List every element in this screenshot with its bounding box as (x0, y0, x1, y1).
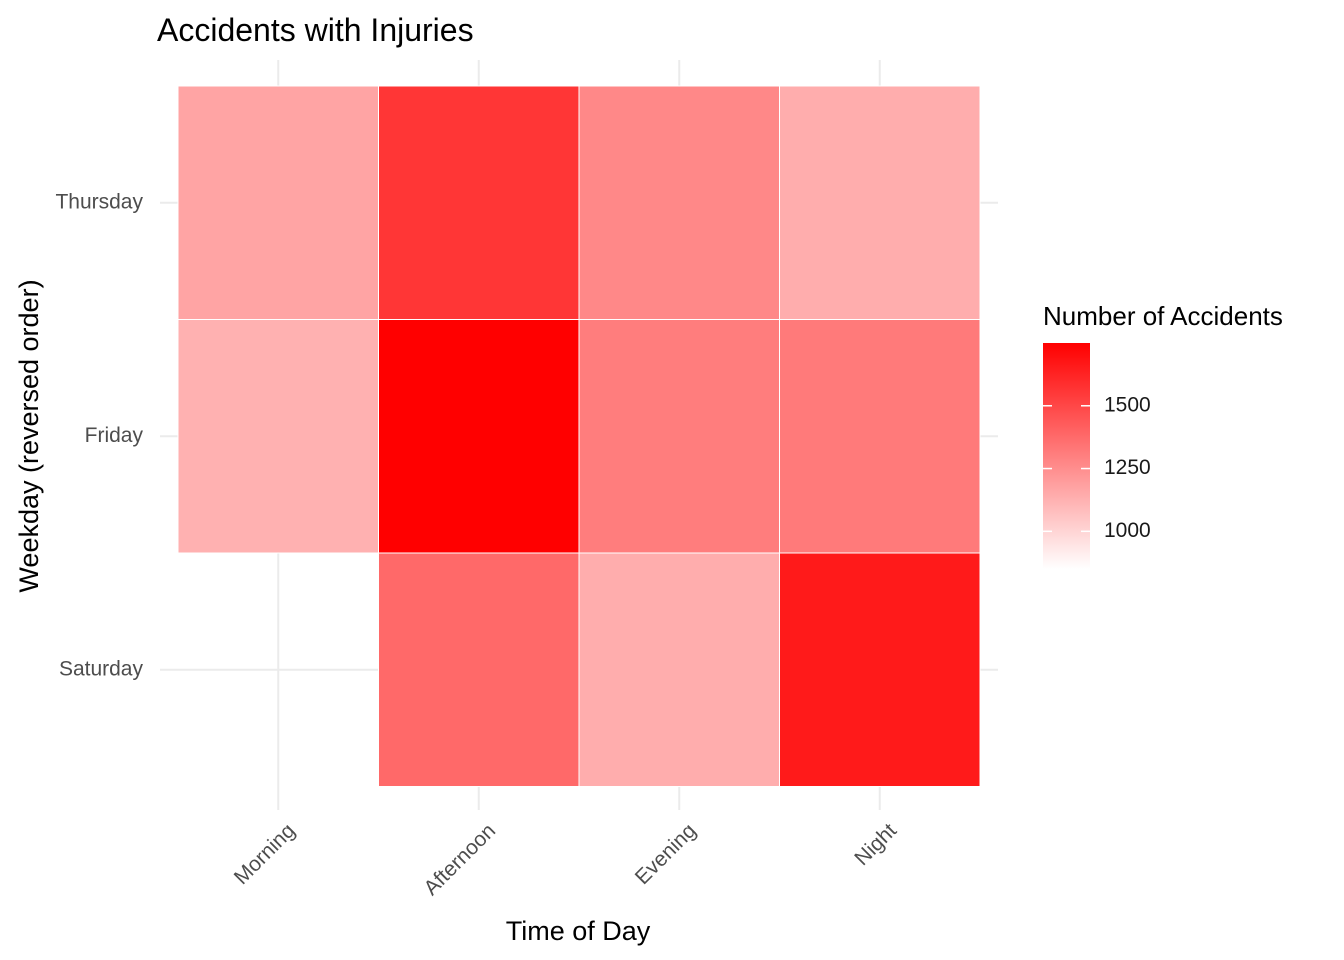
chart-title: Accidents with Injuries (157, 12, 474, 48)
legend-color-bar (1043, 343, 1090, 569)
x-tick-label-morning: Morning (230, 819, 300, 889)
heatmap-cell-night-thursday (779, 85, 981, 320)
legend-tick-label: 1250 (1104, 456, 1151, 479)
y-tick-label-saturday: Saturday (59, 657, 144, 680)
heatmap-cell-afternoon-thursday (378, 85, 580, 320)
x-tick-label-night: Night (850, 819, 901, 870)
legend-ticks: 1000 1250 1500 (1043, 393, 1151, 542)
heatmap-cell-evening-thursday (578, 85, 780, 320)
heatmap-cell-night-saturday (779, 552, 981, 787)
y-tick-label-friday: Friday (85, 424, 144, 447)
heatmap-cell-afternoon-saturday (378, 552, 580, 787)
heatmap-cell-afternoon-friday (378, 319, 580, 554)
legend-tick-label: 1000 (1104, 519, 1151, 542)
y-tick-label-thursday: Thursday (55, 190, 143, 213)
legend-tick-label: 1500 (1104, 393, 1151, 416)
y-tick-labels: Thursday Friday Saturday (55, 190, 143, 680)
legend-title: Number of Accidents (1043, 301, 1283, 331)
x-tick-label-afternoon: Afternoon (420, 819, 501, 900)
y-axis-title: Weekday (reversed order) (14, 279, 44, 592)
heatmap-cell-evening-friday (578, 319, 780, 554)
x-axis-title: Time of Day (506, 916, 651, 946)
heatmap-cells (177, 85, 981, 787)
color-legend: Number of Accidents 1000 1250 1500 (1043, 301, 1283, 569)
heatmap-cell-morning-friday (177, 319, 379, 554)
heatmap-cell-morning-thursday (177, 85, 379, 320)
x-tick-label-evening: Evening (631, 819, 701, 889)
heatmap-cell-night-friday (779, 319, 981, 554)
heatmap-cell-evening-saturday (578, 552, 780, 787)
x-tick-labels: Morning Afternoon Evening Night (230, 819, 902, 900)
